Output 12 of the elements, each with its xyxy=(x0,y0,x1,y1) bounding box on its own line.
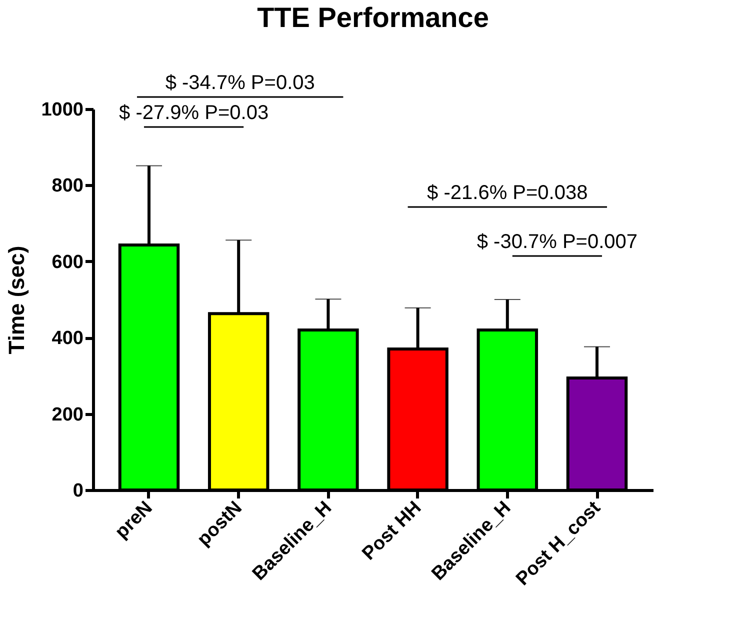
y-tick-label: 400 xyxy=(52,328,84,350)
y-tick-label: 1000 xyxy=(41,100,84,120)
y-tick-label: 200 xyxy=(52,404,84,426)
y-tick-label: 800 xyxy=(52,176,84,197)
annotation: $ -21.6% P=0.038 xyxy=(427,182,588,204)
chart-title: TTE Performance xyxy=(257,2,489,33)
y-axis-title: Time (sec) xyxy=(4,246,30,354)
annotation: $ -30.7% P=0.007 xyxy=(476,231,638,253)
annotation: $ -27.9% P=0.03 xyxy=(119,102,269,124)
y-tick-label: 0 xyxy=(72,480,84,502)
text: $ -34.7% P=0.03 xyxy=(165,72,315,94)
y-tick-label: 600 xyxy=(52,252,84,273)
